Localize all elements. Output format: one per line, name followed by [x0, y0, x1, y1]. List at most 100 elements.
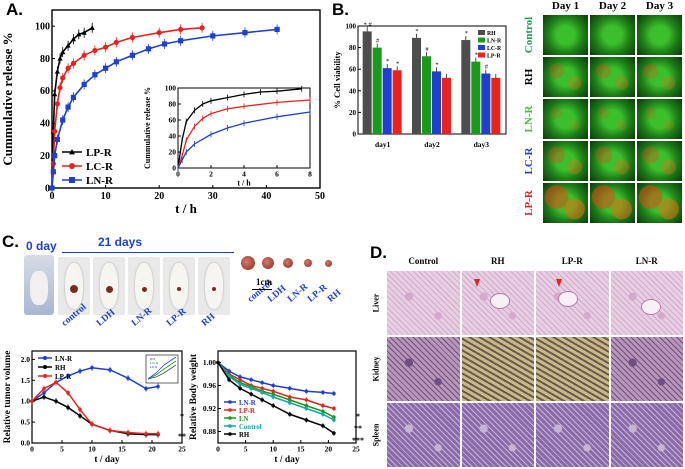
y-tick-label: 2.0 — [21, 355, 31, 364]
mouse-tumor — [212, 287, 216, 291]
line-day21 — [62, 252, 234, 253]
data-point — [304, 398, 309, 402]
data-point — [321, 390, 325, 395]
legend-label: LP-R — [239, 408, 255, 415]
bar — [491, 77, 501, 134]
x-tick-label: 15 — [118, 445, 126, 454]
data-point — [332, 418, 336, 422]
plot-frame — [217, 350, 357, 444]
significance-mark: *,# — [364, 21, 373, 28]
histology-cell — [609, 402, 684, 468]
micrograph-cell — [542, 14, 589, 56]
data-point — [271, 383, 275, 388]
y-tick-label: 0 — [45, 183, 50, 194]
x-tick-label: 0 — [50, 191, 55, 202]
significance-mark: ** — [354, 424, 362, 433]
histology-col-header: LN-R — [635, 256, 658, 266]
data-point — [108, 428, 112, 433]
legend-marker — [228, 400, 232, 404]
x-tick-label: 40 — [261, 191, 271, 202]
data-point — [321, 423, 325, 428]
mouse-body — [205, 263, 223, 309]
mouse-tumor — [141, 286, 147, 292]
mouse-photo — [128, 257, 160, 315]
data-point — [54, 101, 60, 107]
micrograph-cell — [636, 140, 683, 182]
x-tick-label: 5 — [60, 445, 64, 454]
x-tick-label: 30 — [208, 191, 218, 202]
inset-legend-label: LP-R — [150, 365, 158, 369]
tumor-specimen — [324, 259, 332, 267]
inset-series — [147, 356, 177, 380]
significance-mark: * — [475, 52, 478, 59]
data-point — [227, 377, 231, 382]
data-point — [126, 376, 130, 380]
histology-cell — [460, 270, 535, 336]
significance-mark: *** — [352, 436, 364, 445]
panel-label-c: C. — [2, 232, 19, 251]
significance-mark: * — [386, 58, 389, 65]
scale-bar — [252, 289, 272, 290]
panel-label-b: B. — [332, 0, 349, 19]
x-tick-label: 10 — [101, 191, 111, 202]
series-line — [177, 99, 311, 169]
y-tick-label: 0 — [353, 131, 357, 139]
data-point — [249, 377, 253, 382]
legend-marker — [43, 356, 47, 360]
histology-cell — [535, 402, 610, 468]
data-point — [50, 169, 56, 175]
y-axis-label: Relative tumor volume — [3, 351, 13, 444]
histology-col-header: Control — [408, 256, 439, 266]
series-line — [217, 362, 335, 434]
data-point — [30, 399, 34, 403]
x-axis-label: t / h — [237, 179, 251, 188]
micrograph-row-label-text: LC-R — [523, 147, 535, 175]
bar — [481, 73, 491, 134]
data-point — [78, 414, 82, 418]
series-line — [217, 362, 335, 418]
micrograph-cell — [636, 182, 683, 224]
y-axis-label: % Cell viability — [332, 51, 342, 109]
data-point — [238, 386, 242, 391]
data-point — [260, 386, 264, 391]
data-point — [60, 75, 66, 81]
y-tick-label: 60 — [40, 86, 50, 97]
data-point — [178, 26, 184, 33]
bar — [362, 31, 372, 134]
histology-grid-d: Control RH LP-R LN-R Liver Kidney Spleen — [368, 256, 685, 469]
mouse-body — [135, 263, 153, 309]
plot-frame — [31, 350, 183, 444]
data-point — [90, 422, 94, 426]
data-point — [126, 430, 130, 435]
micrograph-col-header: Day 2 — [598, 0, 627, 12]
histology-col-header: LP-R — [561, 256, 583, 266]
data-point — [103, 44, 109, 50]
x-tick-label: 0 — [176, 170, 180, 179]
legend-swatch — [478, 37, 485, 43]
data-point — [78, 369, 82, 373]
data-point — [70, 94, 77, 100]
chart-c-body-weight: 0 5 10 15 20 25 0.88 0.92 0.96 1.00 t / day Relativ… — [189, 350, 364, 465]
micrograph-row-label-text: RH — [523, 68, 535, 86]
chart-c-tumor-volume: 0 5 10 15 20 25 0.0 0.5 1.0 1.5 2.0 t / day Relative… — [3, 350, 186, 465]
significance-mark: * — [396, 60, 399, 67]
x-tick-label: 10 — [88, 445, 96, 454]
mouse-body — [170, 263, 188, 309]
significance-mark: * — [415, 28, 418, 35]
scale-bar-label: 1cm — [256, 277, 272, 287]
legend-label: LP-R — [86, 147, 113, 159]
bar — [471, 61, 481, 134]
data-point — [54, 136, 60, 143]
mouse-photo-day0 — [24, 255, 54, 315]
data-point — [103, 65, 109, 71]
data-point — [60, 49, 66, 55]
micrograph-cell — [589, 182, 636, 224]
micrograph-cell — [542, 182, 589, 224]
micrograph-cell — [542, 140, 589, 182]
data-point — [66, 405, 70, 410]
y-tick-label: 80 — [40, 54, 50, 65]
data-point — [161, 41, 168, 47]
tumor-specimen — [283, 258, 293, 268]
data-point — [42, 391, 46, 395]
series-line — [31, 381, 158, 435]
